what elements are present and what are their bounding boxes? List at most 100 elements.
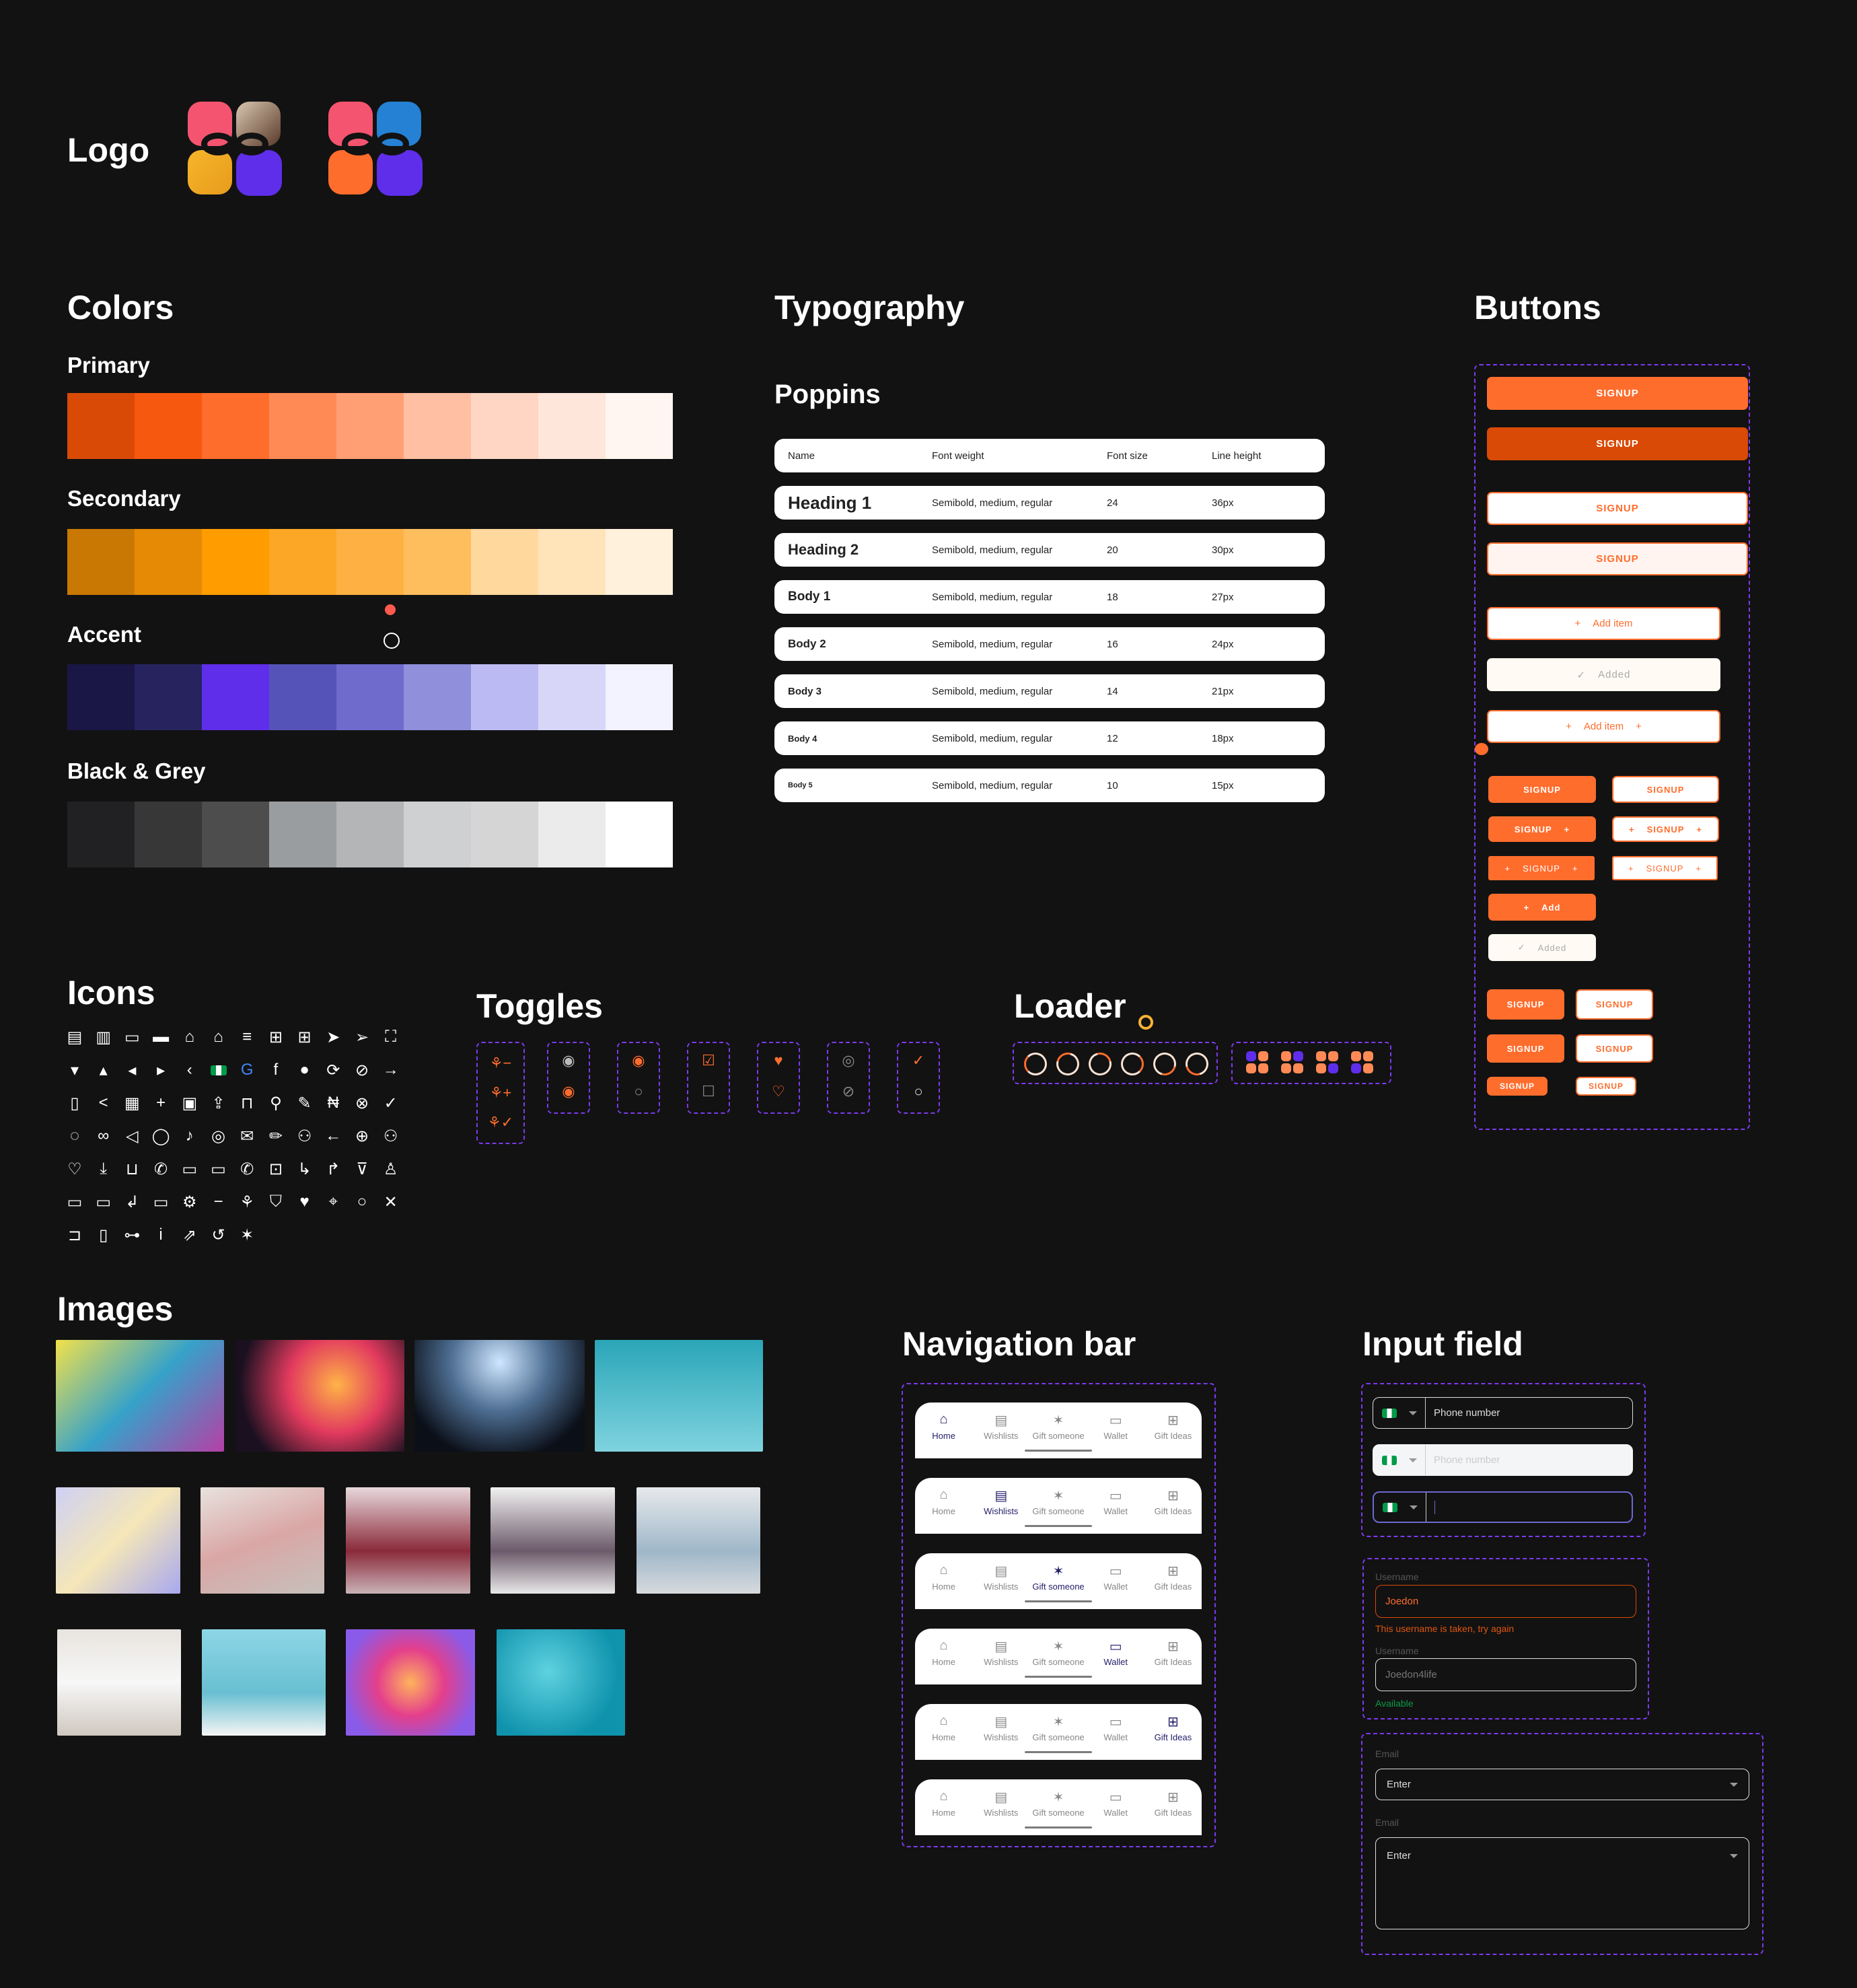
party-popper-icon[interactable]: ✶ (240, 1226, 254, 1244)
minus-icon[interactable]: − (213, 1193, 223, 1211)
color-swatch[interactable] (538, 802, 606, 867)
check-icon[interactable]: ✓ (384, 1094, 398, 1112)
color-swatch[interactable] (202, 529, 269, 595)
turn-down-right-icon[interactable]: ↳ (297, 1160, 312, 1178)
location-icon[interactable]: ⌖ (328, 1193, 338, 1211)
nav-item-gift-someone[interactable]: ✶ Gift someone (1025, 1779, 1092, 1835)
color-swatch[interactable] (404, 664, 471, 730)
nav-item-wishlists[interactable]: ▤ Wishlists (972, 1779, 1029, 1835)
door-settings-icon[interactable]: ▯ (99, 1226, 108, 1244)
wallet-icon[interactable]: ▭ (124, 1028, 140, 1046)
color-swatch[interactable] (336, 393, 404, 459)
share-icon[interactable]: < (98, 1094, 108, 1112)
google-icon[interactable]: G (240, 1061, 254, 1079)
toggle-on-icon[interactable]: ◉ (562, 1083, 575, 1100)
shopping-bag-icon[interactable]: ⊓ (240, 1094, 254, 1112)
turn-left-icon[interactable]: ↲ (125, 1193, 139, 1211)
color-swatch[interactable] (336, 529, 404, 595)
username-input-error[interactable]: Joedon (1375, 1585, 1636, 1618)
email-select[interactable]: Enter (1375, 1769, 1749, 1800)
nav-item-home[interactable]: ⌂ Home (915, 1779, 972, 1835)
users-icon[interactable]: ⚇ (383, 1127, 398, 1145)
bag-icon[interactable]: ⊔ (126, 1160, 139, 1178)
nav-item-home[interactable]: ⌂ Home (915, 1629, 972, 1684)
nav-item-wallet[interactable]: ▭ Wallet (1087, 1779, 1144, 1835)
arrow-left-icon[interactable]: ← (325, 1127, 342, 1145)
color-swatch[interactable] (135, 529, 202, 595)
external-link-icon[interactable]: ⇗ (182, 1226, 196, 1244)
card-add-icon[interactable]: ▭ (153, 1193, 169, 1211)
nav-item-wishlists[interactable]: ▤ Wishlists (972, 1704, 1029, 1760)
color-swatch[interactable] (606, 664, 673, 730)
close-circle-icon[interactable]: ⊗ (355, 1094, 369, 1112)
radio-unchecked-icon[interactable]: ○ (634, 1083, 643, 1100)
home-icon[interactable]: ⌂ (213, 1028, 223, 1046)
email-textarea[interactable]: Enter (1375, 1837, 1749, 1929)
wallet-filled-icon[interactable]: ▬ (153, 1028, 170, 1046)
naira-icon[interactable]: ₦ (327, 1094, 339, 1112)
trash-icon[interactable]: ▯ (70, 1094, 79, 1112)
nav-item-gift-ideas[interactable]: ⊞ Gift Ideas (1144, 1403, 1202, 1458)
logout-icon[interactable]: ↺ (211, 1226, 225, 1244)
pencil-icon[interactable]: ✏ (268, 1127, 283, 1145)
nav-item-wallet[interactable]: ▭ Wallet (1087, 1478, 1144, 1534)
banknote-icon[interactable]: ▭ (211, 1160, 226, 1178)
gift-filled-icon[interactable]: ⊞ (297, 1028, 312, 1046)
nav-item-wishlists[interactable]: ▤ Wishlists (972, 1629, 1029, 1684)
color-swatch[interactable] (269, 529, 336, 595)
ticket-icon[interactable]: ⊐ (67, 1226, 82, 1244)
nav-item-gift-ideas[interactable]: ⊞ Gift Ideas (1144, 1553, 1202, 1609)
gift-icon[interactable]: ⊞ (268, 1028, 283, 1046)
signup-button-soft[interactable]: SIGNUP (1487, 542, 1748, 575)
facebook-icon[interactable]: f (273, 1061, 279, 1079)
heart-icon[interactable]: ♡ (67, 1160, 82, 1178)
signup-button-md-outline[interactable]: SIGNUP (1576, 989, 1653, 1020)
image-thumbnail[interactable] (235, 1340, 404, 1452)
nav-item-gift-ideas[interactable]: ⊞ Gift Ideas (1144, 1478, 1202, 1534)
nav-item-wallet[interactable]: ▭ Wallet (1087, 1553, 1144, 1609)
home-filled-icon[interactable]: ⌂ (184, 1028, 195, 1046)
upload-icon[interactable]: ⇪ (211, 1094, 225, 1112)
cash-icon[interactable]: ▭ (182, 1160, 198, 1178)
signup-button-primary[interactable]: SIGNUP (1487, 377, 1748, 410)
user-icon[interactable]: ♙ (383, 1160, 398, 1178)
added-button[interactable]: ✓ Added (1487, 658, 1720, 691)
color-swatch[interactable] (269, 393, 336, 459)
cash-deposit-icon[interactable]: ▭ (96, 1193, 112, 1211)
signup-button-small-outline[interactable]: SIGNUP (1612, 776, 1719, 803)
tulip-icon[interactable]: ⚘ (240, 1193, 254, 1211)
signup-button-sm[interactable]: SIGNUP (1487, 1034, 1564, 1063)
caret-left-icon[interactable]: ◂ (128, 1061, 137, 1079)
add-item-button[interactable]: + Add item (1487, 607, 1720, 640)
image-thumbnail[interactable] (414, 1340, 585, 1452)
telegram-icon[interactable]: ◁ (126, 1127, 139, 1145)
signup-button-md[interactable]: SIGNUP (1487, 989, 1564, 1020)
color-swatch[interactable] (135, 664, 202, 730)
shield-info-icon[interactable]: ⛉ (269, 1193, 282, 1211)
username-input-valid[interactable]: Joedon4life (1375, 1658, 1636, 1691)
caret-up-icon[interactable]: ▴ (99, 1061, 108, 1079)
nav-item-wallet[interactable]: ▭ Wallet (1087, 1704, 1144, 1760)
circle-outline-icon[interactable]: ○ (914, 1083, 923, 1100)
phone-input-focused[interactable] (1373, 1491, 1633, 1523)
toggle-off-icon[interactable]: ◉ (562, 1052, 575, 1069)
nav-item-gift-someone[interactable]: ✶ Gift someone (1025, 1704, 1092, 1760)
color-swatch[interactable] (538, 393, 606, 459)
filter-icon[interactable]: ⊽ (356, 1160, 368, 1178)
color-swatch[interactable] (202, 664, 269, 730)
gear-icon[interactable]: ⚙ (182, 1193, 197, 1211)
whatsapp-icon[interactable]: ◯ (151, 1127, 170, 1145)
nav-item-gift-someone[interactable]: ✶ Gift someone (1025, 1478, 1092, 1534)
color-swatch[interactable] (269, 664, 336, 730)
phone-outline-icon[interactable]: ✆ (240, 1160, 254, 1178)
edit-icon[interactable]: ✎ (297, 1094, 312, 1112)
user-add-icon[interactable]: ⚇ (297, 1127, 312, 1145)
signup-button-square-plus[interactable]: + SIGNUP + (1488, 856, 1595, 880)
color-swatch[interactable] (471, 664, 538, 730)
heart-outline-icon[interactable]: ♡ (772, 1083, 785, 1100)
image-thumbnail[interactable] (57, 1629, 181, 1736)
add-button[interactable]: + Add (1488, 894, 1596, 921)
color-swatch[interactable] (404, 393, 471, 459)
nav-item-gift-ideas[interactable]: ⊞ Gift Ideas (1144, 1704, 1202, 1760)
image-thumbnail[interactable] (490, 1487, 615, 1594)
